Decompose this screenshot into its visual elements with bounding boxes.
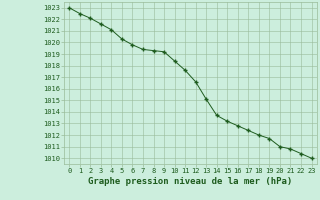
X-axis label: Graphe pression niveau de la mer (hPa): Graphe pression niveau de la mer (hPa) [88, 177, 292, 186]
